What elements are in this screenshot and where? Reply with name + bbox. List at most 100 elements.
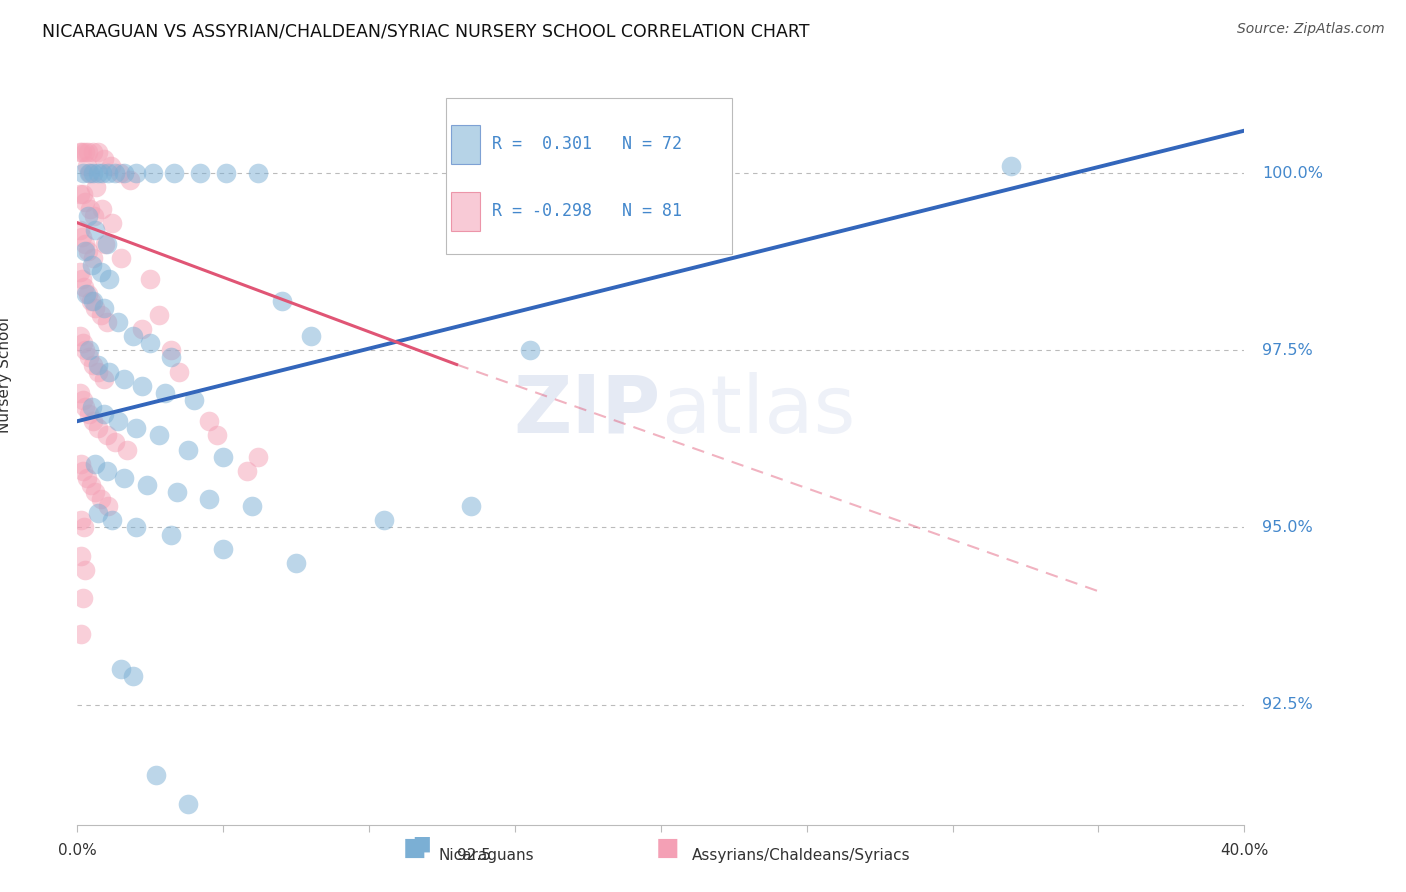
Point	[1000, 159, 1022, 173]
Point	[94, 237, 117, 252]
Text: 40.0%: 40.0%	[1220, 843, 1268, 858]
Point	[145, 768, 167, 782]
Point	[72, 591, 94, 606]
Point	[299, 329, 322, 343]
Text: 95.0%: 95.0%	[1261, 520, 1313, 535]
Point	[87, 506, 110, 520]
Point	[69, 513, 91, 527]
Point	[96, 237, 118, 252]
Point	[69, 457, 91, 471]
Point	[87, 421, 110, 435]
Point	[75, 400, 97, 414]
Point	[96, 428, 118, 442]
Point	[83, 457, 105, 471]
Point	[82, 358, 104, 372]
Point	[90, 492, 112, 507]
Point	[121, 669, 143, 683]
Point	[131, 322, 153, 336]
Point	[197, 414, 219, 428]
Point	[162, 166, 184, 180]
Point	[77, 166, 100, 180]
Point	[104, 166, 127, 180]
Point	[101, 216, 124, 230]
Point	[70, 549, 93, 563]
Point	[183, 392, 205, 407]
Point	[84, 485, 107, 500]
Point	[112, 372, 135, 386]
Text: ZIP: ZIP	[513, 372, 661, 450]
Point	[159, 343, 181, 358]
Point	[153, 385, 176, 400]
Point	[82, 166, 104, 180]
Point	[91, 202, 114, 216]
Point	[87, 365, 110, 379]
Point	[177, 797, 200, 811]
Text: R = -0.298   N = 81: R = -0.298 N = 81	[492, 202, 682, 220]
Point	[90, 265, 112, 279]
Point	[93, 301, 115, 315]
Point	[169, 365, 191, 379]
Point	[460, 500, 482, 514]
Point	[159, 527, 181, 541]
Point	[87, 145, 110, 159]
Point	[79, 166, 101, 180]
Point	[235, 464, 257, 478]
Point	[77, 407, 100, 421]
Point	[84, 301, 107, 315]
Point	[97, 166, 120, 180]
Point	[82, 145, 104, 159]
Point	[83, 209, 105, 223]
Point	[72, 187, 94, 202]
Point	[69, 223, 91, 237]
Text: 100.0%: 100.0%	[1261, 166, 1323, 181]
Text: Nursery School: Nursery School	[0, 318, 11, 434]
Text: ▪: ▪	[412, 830, 432, 859]
Point	[97, 500, 120, 514]
Point	[136, 478, 159, 492]
Point	[131, 378, 153, 392]
Point	[76, 471, 98, 485]
Point	[82, 251, 104, 265]
Text: Assyrians/Chaldeans/Syriacs: Assyrians/Chaldeans/Syriacs	[692, 848, 910, 863]
Point	[69, 385, 91, 400]
Point	[110, 251, 132, 265]
Point	[98, 272, 121, 286]
Point	[207, 428, 229, 442]
Point	[124, 166, 148, 180]
Point	[91, 166, 114, 180]
Point	[108, 166, 131, 180]
Point	[76, 209, 98, 223]
Point	[77, 343, 100, 358]
Text: R =  0.301   N = 72: R = 0.301 N = 72	[492, 135, 682, 153]
Text: 97.5%: 97.5%	[1261, 343, 1313, 358]
Text: Nicaraguans: Nicaraguans	[439, 848, 534, 863]
Point	[73, 145, 96, 159]
Point	[110, 662, 132, 676]
FancyBboxPatch shape	[451, 192, 479, 231]
Point	[87, 358, 110, 372]
Point	[93, 407, 115, 421]
Point	[107, 315, 129, 329]
Point	[118, 173, 141, 187]
Point	[75, 194, 97, 209]
Point	[112, 166, 135, 180]
Text: 0.0%: 0.0%	[58, 843, 97, 858]
Point	[124, 421, 148, 435]
Point	[115, 442, 138, 457]
Point	[73, 520, 96, 534]
Point	[159, 351, 181, 365]
Point	[148, 428, 170, 442]
Point	[112, 471, 135, 485]
Point	[76, 159, 98, 173]
Point	[96, 315, 118, 329]
Point	[177, 442, 200, 457]
Point	[75, 286, 97, 301]
Point	[139, 336, 162, 351]
Point	[96, 464, 118, 478]
Point	[212, 450, 235, 464]
Point	[75, 563, 97, 577]
Point	[104, 435, 127, 450]
Point	[72, 336, 94, 351]
Point	[100, 159, 122, 173]
Point	[72, 392, 94, 407]
